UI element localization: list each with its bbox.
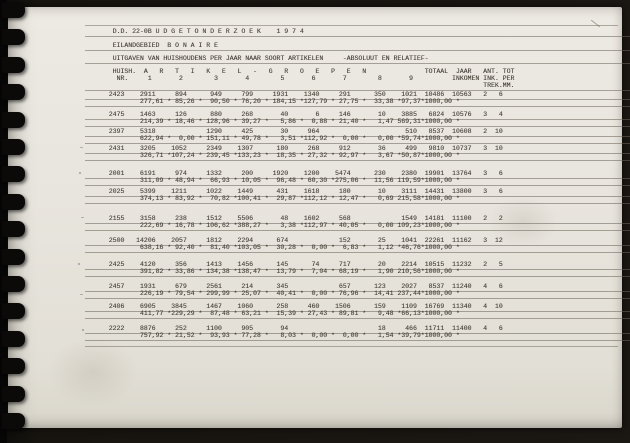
table-row-values: 2423 2911 894 949 799 1931 1340 291 350 … bbox=[85, 90, 630, 100]
table-row-permille: 326,71 *107,24 * 239,45 *133,23 * 18,35 … bbox=[85, 151, 630, 161]
binding-tooth bbox=[2, 303, 25, 320]
table-row-permille: 222,69 * 16,78 * 106,62 *388,27 * 3,38 *… bbox=[85, 221, 630, 231]
pen-mark bbox=[82, 329, 84, 331]
binding-tooth bbox=[2, 84, 25, 101]
scan-smudge bbox=[488, 197, 558, 247]
pen-mark bbox=[81, 217, 84, 218]
binding-tooth bbox=[2, 276, 25, 292]
binding-tooth bbox=[2, 385, 25, 402]
binding-tooth bbox=[2, 166, 25, 183]
binding-tooth bbox=[2, 2, 25, 18]
subtitle-line: UITGAVEN VAN HUISHOUDENS PER JAAR NAAR S… bbox=[85, 54, 630, 64]
table-row-values: 2397 5318 1290 425 30 964 510 8537 10608… bbox=[85, 127, 630, 137]
table-row-permille: 374,13 * 83,92 * 70,82 *100,41 * 29,87 *… bbox=[85, 194, 630, 204]
table-row-permille: 391,82 * 33,86 * 134,38 *138,47 * 13,79 … bbox=[85, 267, 630, 277]
table-row-permille: 277,61 * 85,26 * 90,50 * 76,20 * 184,15 … bbox=[85, 97, 630, 107]
table-row-permille: 214,39 * 18,46 * 128,96 * 39,27 * 5,86 *… bbox=[85, 117, 630, 127]
table-row-values: 2500 14206 2057 1812 2294 674 152 25 104… bbox=[85, 236, 630, 246]
pen-mark bbox=[79, 172, 81, 174]
binding-tooth bbox=[2, 56, 25, 73]
binding-tooth bbox=[2, 221, 25, 238]
table-row-permille: 411,77 *229,29 * 87,48 * 63,21 * 15,39 *… bbox=[85, 309, 630, 319]
table-row-values: 2457 1931 679 2561 214 345 657 123 2027 … bbox=[85, 282, 630, 292]
binding-tooth bbox=[2, 29, 25, 46]
title-line: D.D. 22-0B U D G E T O N D E R Z O E K 1… bbox=[85, 27, 630, 37]
table-row-values: 2431 3205 1052 2349 1307 180 268 912 36 … bbox=[85, 144, 630, 154]
table-row-values: 2406 6905 3845 1467 1060 258 460 1506 15… bbox=[85, 302, 630, 312]
table-row-values: 2001 6191 974 1332 200 1920 1200 5474 23… bbox=[85, 169, 630, 179]
binding-tooth bbox=[2, 193, 25, 210]
column-header-line-3: TREK.MM. bbox=[85, 81, 630, 91]
scanned-printout-page: D.D. 22-0B U D G E T O N D E R Z O E K 1… bbox=[8, 7, 630, 428]
column-header-line-1: HUISH. A R T I K E L - G R O E P E N TOT… bbox=[97, 68, 534, 75]
column-header-line-2: NR. 1 2 3 4 5 6 7 8 9 INKOMEN INK. PER bbox=[97, 75, 534, 82]
table-row-permille: 622,94 * 0,00 * 151,11 * 49,78 * 3,51 *1… bbox=[85, 134, 630, 144]
rule-line bbox=[85, 346, 618, 347]
binding-tooth bbox=[2, 111, 25, 128]
binding-tooth bbox=[2, 330, 25, 347]
binding-tooth bbox=[2, 413, 25, 429]
table-row-permille: 638,16 * 92,40 * 81,40 *103,05 * 30,28 *… bbox=[85, 243, 630, 253]
rule-line bbox=[85, 25, 618, 26]
table-row-values: 2475 1463 126 880 268 40 6 146 10 3885 6… bbox=[85, 110, 630, 120]
binding-tooth bbox=[2, 358, 25, 375]
pen-mark bbox=[80, 294, 83, 295]
scan-smudge bbox=[48, 337, 138, 407]
pen-mark bbox=[80, 147, 83, 148]
binding-tooth bbox=[2, 139, 25, 155]
pen-mark bbox=[78, 263, 80, 265]
table-row-values: 2155 3158 238 1512 5506 48 1602 568 1549… bbox=[85, 214, 630, 224]
table-row-values: 2425 4120 356 1413 1456 145 74 717 20 22… bbox=[85, 260, 630, 270]
table-row-permille: 226,19 * 79,54 * 299,99 * 25,07 * 40,41 … bbox=[85, 289, 630, 299]
binding-tooth bbox=[2, 248, 25, 265]
table-row-permille: 311,09 * 48,94 * 66,93 * 10,05 * 96,48 *… bbox=[85, 176, 630, 186]
table-row-permille: 757,92 * 21,52 * 93,93 * 77,28 * 8,03 * … bbox=[85, 331, 630, 341]
table-row-values: 2025 5399 1211 1022 1449 431 1618 180 10… bbox=[85, 187, 630, 197]
table-row-values: 2222 8876 252 1100 905 94 18 466 11711 1… bbox=[85, 324, 630, 334]
region-line: EILANDGEBIED B O N A I R E bbox=[85, 41, 630, 51]
printout-sheet: D.D. 22-0B U D G E T O N D E R Z O E K 1… bbox=[8, 7, 630, 428]
